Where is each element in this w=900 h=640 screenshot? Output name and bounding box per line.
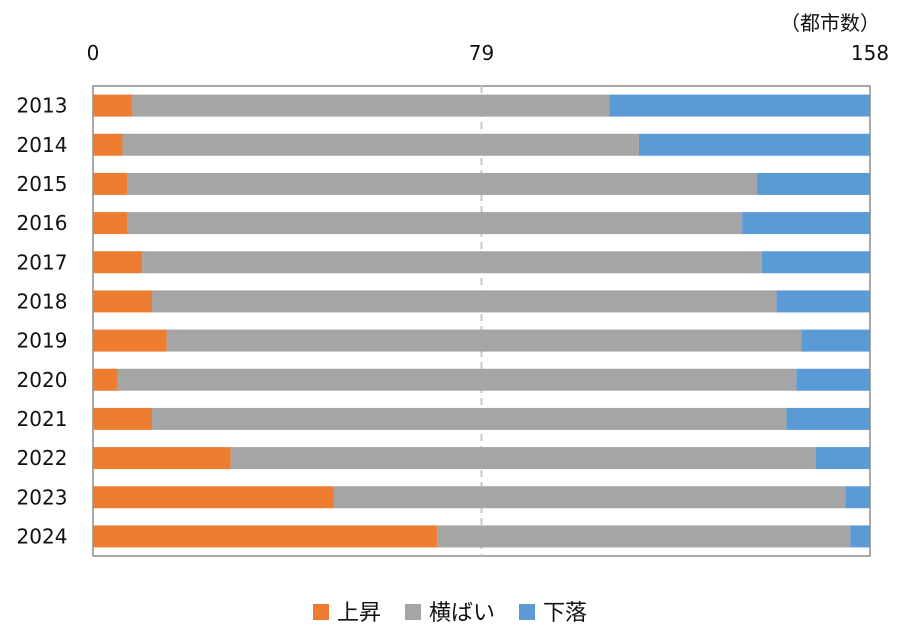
bar-segment (786, 407, 870, 430)
bar-segment (132, 94, 610, 117)
bar-segment (609, 94, 870, 117)
y-axis-labels: 2013 2014 2015 2016 2017 2018 2019 2020 2021 2022… (17, 94, 68, 549)
legend-label: 下落 (543, 601, 587, 626)
bar-segment (93, 94, 133, 117)
bar-segment (93, 486, 334, 509)
bar-segment (815, 447, 870, 470)
x-axis-ticks: 0 79 158 (87, 41, 889, 65)
bar-segment (122, 133, 639, 156)
y-tick-label: 2021 (17, 407, 68, 431)
y-tick-label: 2017 (17, 250, 68, 274)
legend-label: 上昇 (337, 601, 381, 626)
bar-segment (93, 368, 118, 391)
y-tick-label: 2022 (17, 446, 68, 470)
bar-segment (93, 290, 153, 313)
bar-segment (845, 486, 870, 509)
legend: 上昇 横ばい 下落 (313, 601, 587, 626)
bar-segment (796, 368, 870, 391)
bar-segment (93, 525, 438, 548)
bar-segment (742, 212, 870, 235)
legend-label: 横ばい (429, 601, 495, 626)
bar-segment (152, 290, 777, 313)
y-tick-label: 2013 (17, 94, 68, 118)
y-tick-label: 2018 (17, 289, 68, 313)
bar-segment (333, 486, 846, 509)
bar-segment (638, 133, 870, 156)
bar-segment (127, 212, 743, 235)
bar-segment (93, 133, 123, 156)
bar-segment (850, 525, 870, 548)
x-tick-label: 79 (469, 41, 494, 65)
bar-segment (93, 447, 231, 470)
bar-segment (437, 525, 851, 548)
y-tick-label: 2024 (17, 524, 68, 548)
bar-segment (152, 407, 787, 430)
y-tick-label: 2019 (17, 329, 68, 353)
bar-segment (761, 251, 870, 274)
bar-segment (93, 329, 167, 352)
bar-segment (93, 172, 128, 195)
unit-label: （都市数） (780, 11, 880, 35)
legend-swatch (313, 604, 329, 620)
y-tick-label: 2016 (17, 211, 68, 235)
bar-segment (93, 212, 128, 235)
bar-segment (776, 290, 870, 313)
bar-segment (756, 172, 870, 195)
bar-segment (93, 407, 153, 430)
bar-segment (230, 447, 816, 470)
y-tick-label: 2020 (17, 368, 68, 392)
bar-segment (117, 368, 797, 391)
bar-segment (142, 251, 762, 274)
bar-segment (801, 329, 870, 352)
bar-segment (166, 329, 802, 352)
x-tick-label: 0 (87, 41, 100, 65)
x-tick-label: 158 (851, 41, 889, 65)
bar-segment (127, 172, 757, 195)
y-tick-label: 2015 (17, 172, 68, 196)
legend-swatch (405, 604, 421, 620)
y-tick-label: 2014 (17, 133, 68, 157)
legend-swatch (519, 604, 535, 620)
y-tick-label: 2023 (17, 485, 68, 509)
bar-segment (93, 251, 143, 274)
plot-area (92, 85, 871, 557)
